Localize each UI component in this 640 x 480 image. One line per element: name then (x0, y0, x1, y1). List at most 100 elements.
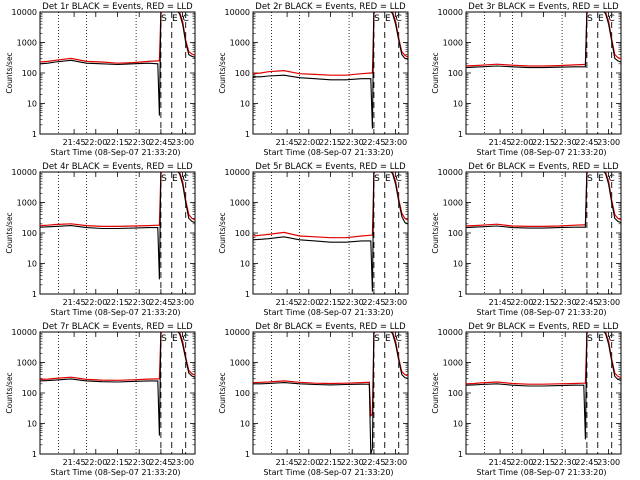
y-tick-label: 10 (240, 420, 250, 429)
flag-s: S (374, 334, 380, 344)
x-tick-label: 22:45 (149, 298, 172, 307)
series-line-events (40, 12, 195, 116)
x-tick-label: 23:00 (171, 458, 194, 467)
x-tick-label: 21:45 (489, 298, 512, 307)
x-tick-label: 23:00 (171, 298, 194, 307)
panel-det-4r: Det 4r BLACK = Events, RED = LLD S E C 1 10 10… (5, 162, 196, 317)
y-tick-label: 10 (453, 420, 463, 429)
x-axis-label: Start Time (08-Sep-07 21:33:20) (50, 468, 180, 477)
x-tick-label: 22:15 (532, 458, 555, 467)
flag-s: S (374, 14, 380, 24)
x-tick-label: 23:00 (384, 138, 407, 147)
flag-e: E (598, 14, 604, 24)
y-tick-label: 100 (22, 229, 37, 238)
y-tick-label: 1000 (17, 359, 37, 368)
y-tick-label: 1 (245, 450, 250, 459)
y-axis-label: Counts/sec (218, 212, 227, 253)
series-line-events (40, 332, 195, 436)
panel-det-9r: Det 9r BLACK = Events, RED = LLD S E C 1 10 10… (431, 322, 622, 477)
x-axis-label: Start Time (08-Sep-07 21:33:20) (476, 148, 606, 157)
panel-det-6r: Det 6r BLACK = Events, RED = LLD S E C 1 10 10… (431, 162, 622, 317)
y-tick-label: 10 (27, 100, 37, 109)
y-tick-label: 10000 (438, 8, 463, 17)
x-axis-label: Start Time (08-Sep-07 21:33:20) (50, 148, 180, 157)
x-tick-label: 22:30 (341, 138, 364, 147)
flag-c: C (609, 334, 615, 344)
x-tick-label: 22:00 (510, 138, 533, 147)
x-tick-label: 21:45 (63, 298, 86, 307)
y-tick-label: 10000 (225, 328, 250, 337)
y-axis-label: Counts/sec (5, 52, 14, 93)
y-tick-label: 10000 (12, 168, 37, 177)
flag-c: C (183, 14, 189, 24)
y-tick-label: 1 (32, 450, 37, 459)
x-axis-label: Start Time (08-Sep-07 21:33:20) (50, 308, 180, 317)
flag-e: E (172, 174, 178, 184)
y-tick-label: 10 (27, 260, 37, 269)
flag-s: S (587, 14, 593, 24)
y-axis-label: Counts/sec (218, 372, 227, 413)
x-tick-label: 22:15 (319, 458, 342, 467)
x-tick-label: 21:45 (63, 458, 86, 467)
y-axis-label: Counts/sec (5, 372, 14, 413)
flag-c: C (396, 334, 402, 344)
flag-s: S (161, 174, 167, 184)
y-tick-label: 100 (235, 229, 250, 238)
series-line-events (466, 172, 621, 229)
y-tick-label: 100 (448, 389, 463, 398)
flag-c: C (396, 14, 402, 24)
x-axis-label: Start Time (08-Sep-07 21:33:20) (476, 308, 606, 317)
x-tick-label: 22:15 (532, 138, 555, 147)
y-axis-label: Counts/sec (431, 372, 440, 413)
y-tick-label: 10000 (438, 168, 463, 177)
x-tick-label: 22:00 (510, 458, 533, 467)
series-line-events (253, 172, 408, 292)
x-tick-label: 23:00 (171, 138, 194, 147)
y-tick-label: 10000 (225, 168, 250, 177)
y-tick-label: 1000 (230, 199, 250, 208)
y-axis-label: Counts/sec (5, 212, 14, 253)
y-tick-label: 1 (245, 130, 250, 139)
y-tick-label: 10 (240, 260, 250, 269)
x-tick-label: 23:00 (597, 298, 620, 307)
x-tick-label: 22:30 (554, 458, 577, 467)
y-tick-label: 1 (458, 290, 463, 299)
series-line-events (253, 332, 408, 454)
panel-title: Det 6r BLACK = Events, RED = LLD (468, 162, 619, 172)
panel-det-5r: Det 5r BLACK = Events, RED = LLD S E C 1 10 10… (218, 162, 409, 317)
x-tick-label: 21:45 (276, 458, 299, 467)
x-axis-label: Start Time (08-Sep-07 21:33:20) (263, 308, 393, 317)
flag-s: S (374, 174, 380, 184)
x-tick-label: 23:00 (384, 458, 407, 467)
x-tick-label: 22:00 (297, 138, 320, 147)
panel-title: Det 8r BLACK = Events, RED = LLD (255, 322, 406, 332)
y-tick-label: 10 (27, 420, 37, 429)
x-tick-label: 22:30 (128, 138, 151, 147)
flag-e: E (172, 334, 178, 344)
panel-title: Det 2r BLACK = Events, RED = LLD (255, 2, 406, 12)
series-line-events (40, 172, 195, 280)
y-tick-label: 100 (448, 229, 463, 238)
panel-title: Det 7r BLACK = Events, RED = LLD (42, 322, 193, 332)
panel-title: Det 3r BLACK = Events, RED = LLD (468, 2, 619, 12)
x-tick-label: 22:15 (106, 138, 129, 147)
x-tick-label: 22:15 (319, 298, 342, 307)
y-tick-label: 10000 (225, 8, 250, 17)
flag-s: S (161, 14, 167, 24)
flag-e: E (172, 14, 178, 24)
x-tick-label: 22:45 (362, 298, 385, 307)
x-axis-label: Start Time (08-Sep-07 21:33:20) (476, 468, 606, 477)
x-tick-label: 22:15 (532, 298, 555, 307)
y-tick-label: 100 (448, 69, 463, 78)
x-tick-label: 21:45 (276, 138, 299, 147)
flag-c: C (183, 334, 189, 344)
panel-det-8r: Det 8r BLACK = Events, RED = LLD S E C 1 10 10… (218, 322, 409, 477)
x-tick-label: 22:30 (341, 298, 364, 307)
x-tick-label: 22:45 (575, 138, 598, 147)
y-tick-label: 1 (458, 130, 463, 139)
x-tick-label: 22:45 (362, 138, 385, 147)
x-tick-label: 22:30 (128, 298, 151, 307)
y-axis-label: Counts/sec (218, 52, 227, 93)
flag-e: E (385, 174, 391, 184)
